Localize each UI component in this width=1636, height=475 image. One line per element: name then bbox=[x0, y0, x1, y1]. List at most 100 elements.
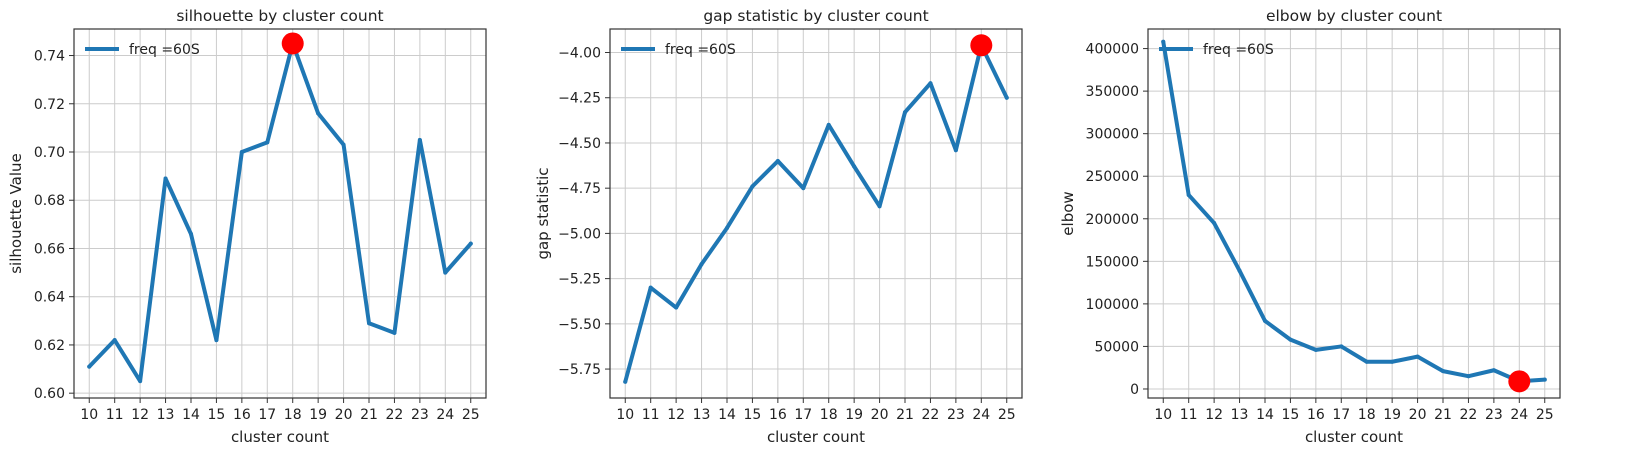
y-tick-label: 0.64 bbox=[34, 290, 65, 306]
optimum-marker bbox=[281, 32, 304, 55]
data-point bbox=[188, 232, 193, 236]
data-point bbox=[1212, 221, 1217, 226]
data-point bbox=[801, 186, 806, 191]
data-point bbox=[648, 285, 653, 290]
y-tick-label: 400000 bbox=[1086, 42, 1139, 58]
data-point bbox=[87, 364, 92, 369]
series-line bbox=[87, 41, 473, 384]
data-point bbox=[953, 148, 958, 153]
x-tick-label: 16 bbox=[233, 407, 251, 423]
data-point bbox=[1466, 374, 1471, 379]
x-tick-label: 13 bbox=[157, 407, 175, 423]
x-tick-label: 14 bbox=[1256, 407, 1274, 423]
y-tick-label: 0.62 bbox=[34, 338, 65, 354]
x-tick-label: 11 bbox=[106, 407, 124, 423]
y-tick-label: −5.75 bbox=[558, 362, 601, 378]
data-point bbox=[392, 330, 397, 335]
data-point bbox=[1339, 344, 1344, 349]
y-tick-label: 150000 bbox=[1086, 254, 1139, 270]
data-point bbox=[1491, 368, 1496, 373]
y-tick-label: −5.00 bbox=[558, 226, 601, 242]
x-tick-label: 12 bbox=[667, 407, 685, 423]
legend: freq =60S bbox=[621, 42, 736, 58]
x-tick-label: 22 bbox=[1460, 407, 1478, 423]
data-point bbox=[163, 176, 168, 181]
data-point bbox=[1237, 268, 1242, 273]
data-point bbox=[316, 111, 321, 116]
x-tick-label: 11 bbox=[642, 407, 660, 423]
data-point bbox=[1415, 354, 1420, 359]
data-point bbox=[775, 159, 780, 164]
x-tick-label: 18 bbox=[284, 407, 302, 423]
data-point bbox=[826, 122, 831, 127]
chart-title: silhouette by cluster count bbox=[176, 7, 383, 25]
data-point bbox=[928, 81, 933, 86]
y-tick-label: 250000 bbox=[1086, 169, 1139, 185]
optimum-marker bbox=[1508, 370, 1531, 393]
series-line bbox=[623, 43, 1009, 384]
data-point bbox=[1441, 369, 1446, 374]
x-tick-label: 25 bbox=[462, 407, 480, 423]
x-tick-label: 15 bbox=[208, 407, 226, 423]
y-axis-label: elbow bbox=[1059, 191, 1077, 235]
data-point bbox=[724, 225, 729, 230]
data-point bbox=[1004, 95, 1009, 100]
x-tick-label: 17 bbox=[1332, 407, 1350, 423]
x-tick-label: 12 bbox=[1205, 407, 1223, 423]
data-point bbox=[699, 262, 704, 267]
x-axis-label: cluster count bbox=[767, 428, 865, 446]
legend-label: freq =60S bbox=[1203, 42, 1274, 58]
x-tick-label: 19 bbox=[309, 407, 327, 423]
y-tick-label: 0.70 bbox=[34, 145, 65, 161]
x-tick-label: 24 bbox=[972, 407, 990, 423]
data-point bbox=[443, 270, 448, 275]
y-axis-label: silhouette Value bbox=[7, 153, 25, 274]
data-point bbox=[112, 338, 117, 343]
x-tick-label: 15 bbox=[744, 407, 762, 423]
x-tick-label: 13 bbox=[693, 407, 711, 423]
y-tick-label: −4.50 bbox=[558, 136, 601, 152]
data-point bbox=[1161, 39, 1166, 44]
y-tick-label: 0.60 bbox=[34, 386, 65, 402]
series-line bbox=[1161, 39, 1547, 384]
data-point bbox=[674, 305, 679, 310]
data-point bbox=[1262, 318, 1267, 323]
data-point bbox=[1364, 359, 1369, 364]
x-tick-label: 21 bbox=[360, 407, 378, 423]
y-tick-label: −5.50 bbox=[558, 317, 601, 333]
x-axis-label: cluster count bbox=[231, 428, 329, 446]
y-tick-label: −4.25 bbox=[558, 91, 601, 107]
data-point bbox=[877, 204, 882, 209]
x-tick-label: 17 bbox=[794, 407, 812, 423]
x-tick-label: 21 bbox=[896, 407, 914, 423]
data-point bbox=[341, 142, 346, 147]
data-point bbox=[1390, 359, 1395, 364]
x-tick-label: 10 bbox=[616, 407, 634, 423]
data-point bbox=[623, 379, 628, 384]
x-tick-label: 16 bbox=[1307, 407, 1325, 423]
chart-title: gap statistic by cluster count bbox=[703, 7, 928, 25]
x-axis-label: cluster count bbox=[1305, 428, 1403, 446]
x-tick-label: 18 bbox=[1358, 407, 1376, 423]
data-point bbox=[468, 241, 473, 246]
x-tick-label: 22 bbox=[386, 407, 404, 423]
y-tick-label: −4.75 bbox=[558, 181, 601, 197]
y-axis-label: gap statistic bbox=[534, 167, 552, 259]
y-tick-label: −5.25 bbox=[558, 272, 601, 288]
legend: freq =60S bbox=[85, 42, 200, 58]
data-point bbox=[1288, 337, 1293, 342]
y-tick-label: −4.00 bbox=[558, 46, 601, 62]
x-tick-label: 19 bbox=[845, 407, 863, 423]
data-point bbox=[239, 150, 244, 154]
x-tick-label: 12 bbox=[131, 407, 149, 423]
x-tick-label: 10 bbox=[80, 407, 98, 423]
optimum-marker bbox=[970, 34, 993, 57]
plot-frame bbox=[609, 28, 1023, 399]
x-tick-label: 18 bbox=[820, 407, 838, 423]
data-point bbox=[367, 321, 372, 326]
y-tick-label: 0.68 bbox=[34, 193, 65, 209]
data-point bbox=[750, 184, 755, 189]
y-tick-label: 0.74 bbox=[34, 49, 65, 65]
x-tick-label: 10 bbox=[1154, 407, 1172, 423]
x-tick-label: 21 bbox=[1434, 407, 1452, 423]
